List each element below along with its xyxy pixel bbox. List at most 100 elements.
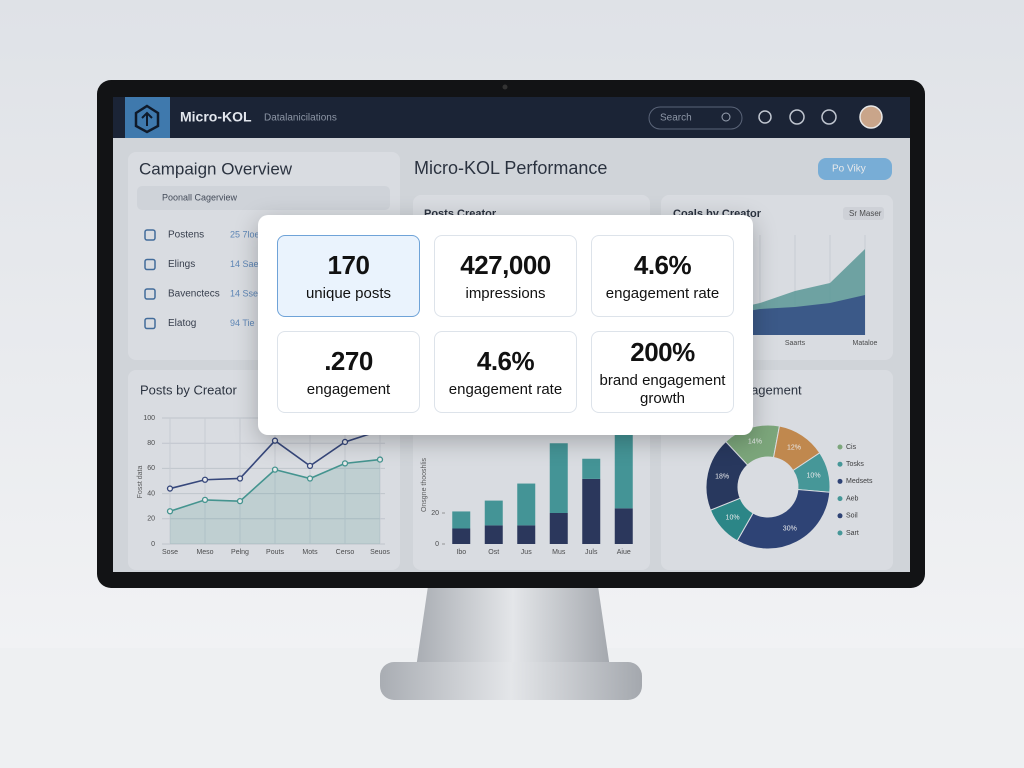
logo-arrow bbox=[141, 111, 153, 126]
point bbox=[306, 475, 314, 482]
chip[interactable] bbox=[843, 207, 884, 220]
card-label: engagement bbox=[306, 380, 391, 398]
item-icon bbox=[144, 288, 156, 300]
y-tick-label: 60 bbox=[147, 465, 155, 472]
bar-segment bbox=[582, 458, 601, 479]
summary-card[interactable]: 4.6% engagement rate bbox=[434, 331, 577, 413]
slice-label: 10% bbox=[807, 472, 821, 479]
y-axis-label: Onsgne thooshlis bbox=[421, 457, 428, 512]
y-tick-label: 0 bbox=[151, 541, 155, 548]
legend-label: Sart bbox=[846, 530, 859, 537]
item-label: Postens bbox=[168, 230, 204, 241]
stand-base bbox=[380, 662, 642, 700]
item-label: Elatog bbox=[168, 318, 196, 329]
x-tick-label: Cerso bbox=[336, 549, 355, 556]
card-value: 4.6% bbox=[476, 345, 535, 376]
card-value: 4.6% bbox=[633, 249, 692, 280]
item-icon bbox=[144, 229, 156, 241]
nav-link: Datalanicilations bbox=[264, 113, 337, 124]
filter-button-text: Po Viky bbox=[832, 164, 866, 175]
x-tick-label: Juls bbox=[585, 549, 598, 556]
dropdown[interactable] bbox=[137, 186, 390, 210]
item-value: 14 Sae bbox=[230, 259, 259, 269]
profile-icon[interactable] bbox=[789, 109, 805, 125]
legend-dot bbox=[837, 496, 843, 502]
main-title: Micro-KOL Performance bbox=[414, 158, 607, 178]
y-tick-label: 20 bbox=[431, 510, 439, 517]
x-tick-label: Sose bbox=[162, 549, 178, 556]
bar-segment bbox=[484, 525, 503, 544]
summary-card[interactable]: .270 engagement bbox=[277, 331, 420, 413]
summary-card[interactable]: 427,000 impressions bbox=[434, 235, 577, 317]
area bbox=[170, 459, 380, 544]
stand-neck bbox=[416, 586, 610, 668]
point bbox=[306, 462, 314, 470]
card-value: 170 bbox=[327, 249, 370, 280]
card-label: impressions bbox=[465, 284, 546, 302]
slice-label: 18% bbox=[715, 474, 729, 481]
logo-icon bbox=[134, 104, 160, 134]
y-tick-label: 20 bbox=[147, 516, 155, 523]
chart-title: Posts by Creator bbox=[140, 382, 237, 397]
avatar[interactable] bbox=[859, 105, 883, 129]
card-value: 427,000 bbox=[460, 249, 551, 280]
item-value: 94 Tie bbox=[230, 318, 255, 328]
point bbox=[341, 460, 349, 467]
x-tick-label: Saarts bbox=[785, 340, 806, 347]
item-value: 25 7loe bbox=[230, 229, 260, 239]
summary-card[interactable]: 170 unique posts bbox=[277, 235, 420, 317]
sidebar-title: Campaign Overview bbox=[139, 159, 293, 178]
card-label: unique posts bbox=[305, 284, 392, 302]
summary-card[interactable]: 4.6% engagement rate bbox=[591, 235, 734, 317]
legend-dot bbox=[837, 513, 843, 519]
legend-label: Medsets bbox=[846, 478, 873, 485]
user-icon[interactable] bbox=[758, 110, 772, 124]
point bbox=[236, 498, 244, 505]
bar-segment bbox=[549, 513, 568, 544]
search-icon[interactable] bbox=[721, 112, 731, 122]
point bbox=[166, 508, 174, 515]
legend-label: Tosks bbox=[846, 461, 864, 468]
bar-segment bbox=[452, 528, 471, 544]
slice-label: 14% bbox=[748, 439, 762, 446]
point bbox=[236, 475, 244, 482]
x-tick-label: Meso bbox=[196, 549, 213, 556]
item-label: Elings bbox=[168, 259, 195, 270]
summary-card[interactable]: 200% brand engagement growth bbox=[591, 331, 734, 413]
y-tick-label: 0 bbox=[435, 541, 439, 548]
search-box[interactable] bbox=[648, 106, 743, 130]
item-icon bbox=[144, 317, 156, 330]
point bbox=[271, 437, 279, 444]
donut-slice bbox=[705, 440, 749, 511]
bar-segment bbox=[484, 500, 503, 526]
bar-segment bbox=[452, 511, 471, 529]
x-tick-label: Pelng bbox=[231, 549, 249, 556]
chip-text: Sr Maser bbox=[849, 209, 882, 218]
card-value: 200% bbox=[630, 336, 695, 367]
card-label: engagement rate bbox=[448, 380, 563, 398]
topbar bbox=[113, 97, 910, 138]
slice-label: 10% bbox=[726, 515, 740, 522]
slice-label: 12% bbox=[787, 445, 801, 452]
slice-label: 30% bbox=[783, 525, 797, 532]
legend-dot bbox=[837, 478, 843, 484]
search-placeholder: Search bbox=[660, 113, 692, 124]
item-icon bbox=[144, 258, 156, 271]
legend-dot bbox=[837, 444, 843, 450]
x-tick-label: Mus bbox=[552, 549, 566, 556]
point bbox=[376, 456, 384, 463]
item-label: Bavenctecs bbox=[168, 289, 220, 300]
x-tick-label: Jus bbox=[521, 549, 532, 556]
y-tick-label: 40 bbox=[147, 490, 155, 497]
donut-slice bbox=[736, 489, 831, 550]
camera bbox=[502, 84, 508, 90]
y-tick-label: 80 bbox=[147, 440, 155, 447]
filter-button[interactable] bbox=[818, 158, 892, 180]
legend-dot bbox=[837, 461, 843, 467]
settings-icon[interactable] bbox=[821, 109, 837, 125]
legend-label: Cis bbox=[846, 444, 857, 451]
bar-segment bbox=[549, 443, 568, 513]
point bbox=[271, 466, 279, 473]
x-tick-label: Ibo bbox=[456, 549, 466, 556]
